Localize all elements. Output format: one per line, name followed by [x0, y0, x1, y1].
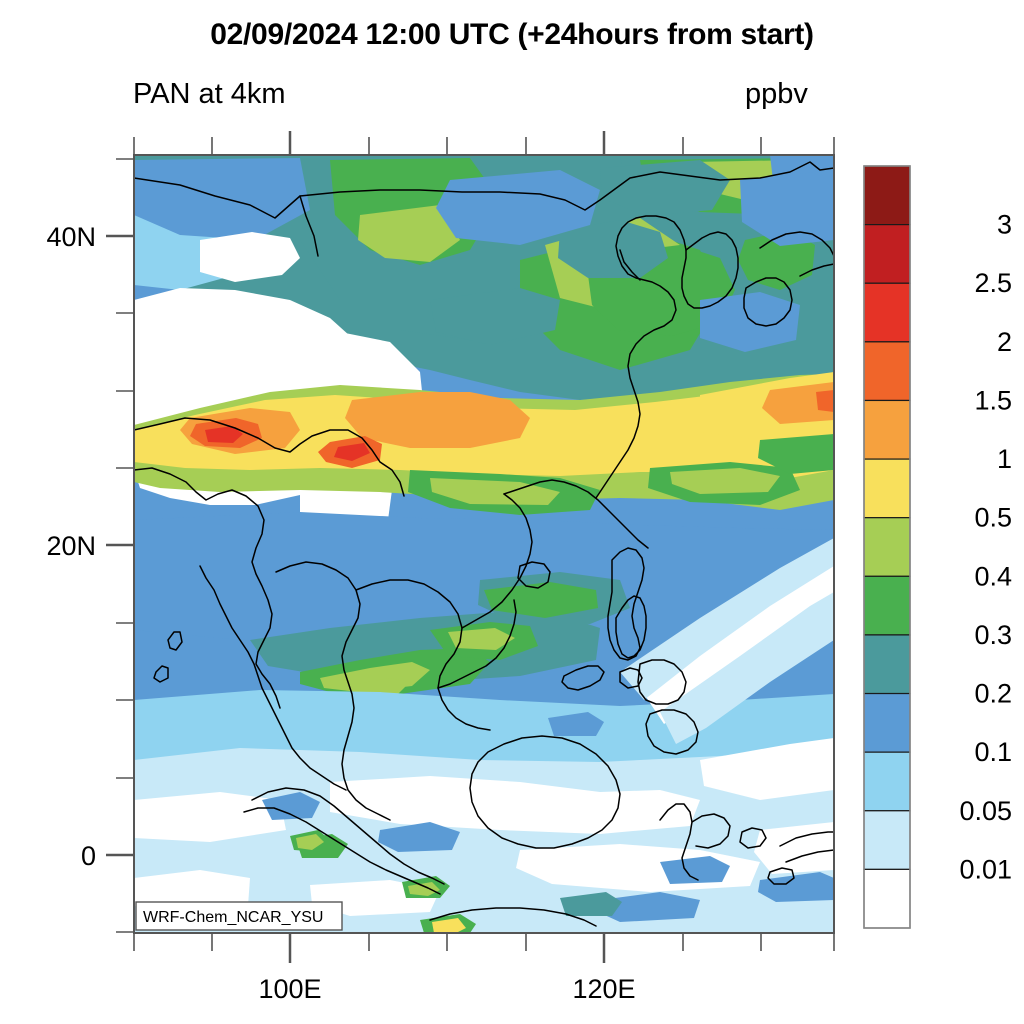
colorbar: 3 2.5 2 1.5 1 0.5 0.4 0.3 0.2 0.1 0.05 0.01	[863, 165, 1012, 929]
colorbar-tick-label: 0.2	[974, 679, 1012, 709]
y-tick-label-40n: 40N	[46, 222, 96, 252]
y-axis-ticks	[106, 158, 134, 933]
attribution-text: WRF-Chem_NCAR_YSU	[143, 909, 323, 926]
x-tick-label-100e: 100E	[258, 974, 321, 1004]
y-tick-label-0: 0	[81, 841, 96, 871]
colorbar-tick-label: 0.01	[959, 854, 1012, 884]
units-label: ppbv	[745, 78, 808, 110]
x-axis-labels: 100E 120E	[258, 974, 635, 1004]
colorbar-labels: 3 2.5 2 1.5 1 0.5 0.4 0.3 0.2 0.1 0.05 0.01	[959, 210, 1012, 885]
colorbar-cell	[863, 399, 911, 460]
colorbar-cell	[863, 868, 911, 929]
map-data-field	[134, 155, 834, 933]
variable-label: PAN at 4km	[133, 78, 286, 110]
colorbar-cell	[863, 751, 911, 812]
colorbar-tick-label: 0.1	[974, 737, 1012, 767]
colorbar-tick-label: 0.3	[974, 620, 1012, 650]
colorbar-cell	[863, 634, 911, 695]
colorbar-tick-label: 3	[997, 210, 1012, 240]
colorbar-tick-label: 2	[997, 327, 1012, 357]
attribution-stamp: WRF-Chem_NCAR_YSU	[135, 901, 343, 931]
colorbar-tick-label: 0.4	[974, 561, 1012, 591]
colorbar-tick-label: 1	[997, 444, 1012, 474]
colorbar-cell	[863, 810, 911, 870]
x-tick-label-120e: 120E	[572, 974, 635, 1004]
y-axis-labels: 40N 20N 0	[46, 222, 96, 871]
colorbar-cell	[863, 165, 911, 226]
colorbar-cells	[863, 165, 911, 929]
colorbar-tick-label: 0.5	[974, 503, 1012, 533]
colorbar-cell	[863, 517, 911, 577]
y-tick-label-20n: 20N	[46, 531, 96, 561]
colorbar-tick-label: 1.5	[974, 385, 1012, 415]
colorbar-cell	[863, 692, 911, 753]
colorbar-cell	[863, 224, 911, 284]
colorbar-tick-label: 2.5	[974, 268, 1012, 298]
colorbar-cell	[863, 282, 911, 343]
colorbar-tick-label: 0.05	[959, 796, 1012, 826]
x-axis-ticks	[133, 131, 835, 963]
colorbar-cell	[863, 458, 911, 519]
page-title: 02/09/2024 12:00 UTC (+24hours from star…	[210, 18, 814, 51]
colorbar-cell	[863, 341, 911, 402]
colorbar-cell	[863, 575, 911, 636]
coastline-overlay	[134, 161, 834, 927]
